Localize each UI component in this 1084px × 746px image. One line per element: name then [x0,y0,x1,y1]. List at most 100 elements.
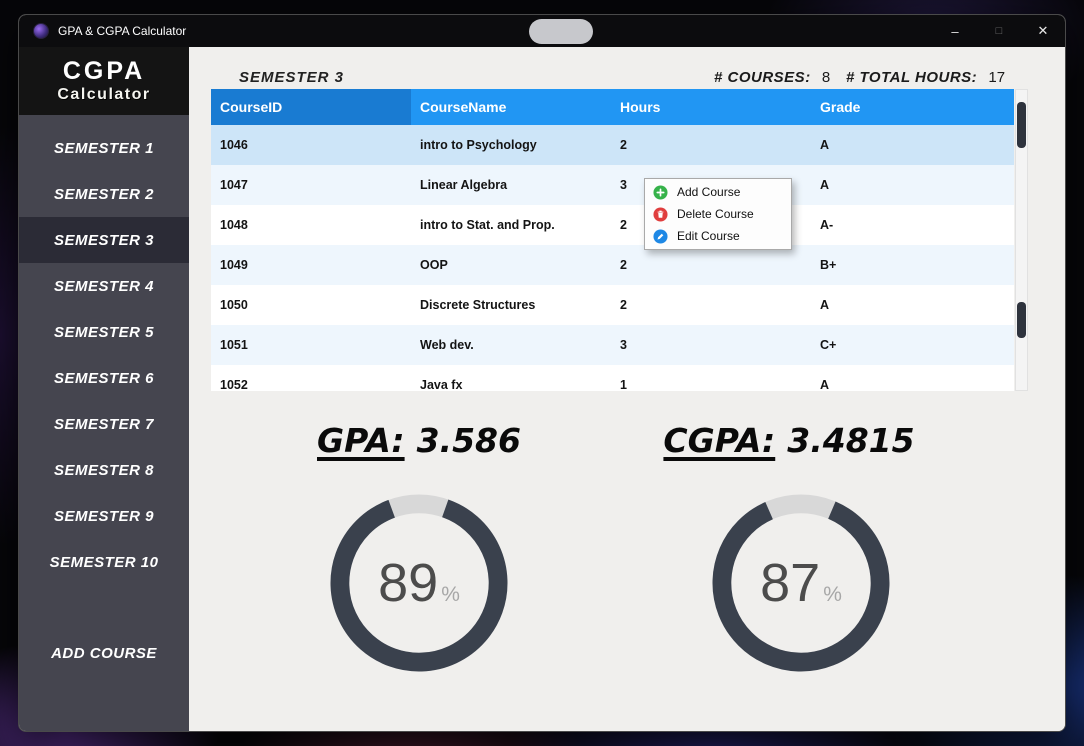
cgpa-percent-number: 87 [760,553,821,613]
table-row[interactable]: 1048 intro to Stat. and Prop. 2 A- [211,205,1014,245]
table-row[interactable]: 1046 intro to Psychology 2 A [211,125,1014,165]
context-menu-item-delete-course[interactable]: Delete Course [646,203,790,225]
total-hours-count: # TOTAL HOURS: 17 [846,69,1005,86]
cgpa-label: CGPA: [663,420,776,460]
window-controls: – □ ✕ [933,15,1065,47]
table-cell: 1049 [220,258,248,272]
table-cell: 2 [620,298,627,312]
table-body: 1046 intro to Psychology 2 A 1047 Linear Alge… [211,125,1014,391]
app-icon [33,23,49,39]
column-header-grade[interactable]: Grade [811,89,1014,125]
gpa-percent: 89% [330,494,508,672]
sidebar-item-semester-6[interactable]: SEMESTER 6 [53,369,155,387]
table-cell: 1046 [220,138,248,152]
total-hours-value: 17 [988,69,1006,86]
close-button[interactable]: ✕ [1037,23,1049,38]
column-header-courseid[interactable]: CourseID [211,89,411,125]
table-header-row: CourseID CourseName Hours Grade [211,89,1014,125]
table-cell: intro to Stat. and Prop. [420,218,555,232]
table-cell: Java fx [420,378,463,391]
table-cell: 1 [620,378,627,391]
context-menu-item-add-course[interactable]: Add Course [646,181,790,203]
table-cell: 1050 [220,298,248,312]
table-cell: 1047 [220,178,248,192]
courses-count: # COURSES: 8 [714,69,830,86]
table-row[interactable]: 1050 Discrete Structures 2 A [211,285,1014,325]
sidebar-item-add-course[interactable]: ADD COURSE [51,644,157,662]
table-cell: A [820,378,830,391]
sidebar-item-semester-1[interactable]: SEMESTER 1 [53,139,155,157]
table-cell: A- [820,218,834,232]
gpa-value: 3.586 [416,420,521,460]
gpa-result: GPA: 3.586 [249,415,589,465]
table-cell: 3 [620,178,627,192]
column-header-coursename[interactable]: CourseName [411,89,611,125]
context-menu-item-label: Edit Course [677,229,740,243]
table-cell: 2 [620,258,627,272]
semester-title: SEMESTER 3 [239,69,345,86]
table-cell: A [820,138,830,152]
context-menu-item-label: Add Course [677,185,741,199]
sidebar-item-semester-5[interactable]: SEMESTER 5 [53,323,155,341]
courses-table: CourseID CourseName Hours Grade 1046 intr… [211,89,1014,391]
sidebar-nav: SEMESTER 1 SEMESTER 2 SEMESTER 3 SEMESTER 4… [19,115,189,585]
table-scrollbar[interactable] [1015,89,1028,391]
sidebar-item-semester-10[interactable]: SEMESTER 10 [49,553,159,571]
table-cell: A [820,298,830,312]
table-cell: 3 [620,338,627,352]
table-cell: C+ [820,338,837,352]
gpa-label: GPA: [317,420,405,460]
courses-count-value: 8 [821,69,831,86]
gpa-percent-sign: % [441,583,460,606]
cgpa-donut-svg [712,494,890,672]
table-cell: 1048 [220,218,248,232]
gpa-donut-chart: 89% [330,494,508,672]
scrollbar-thumb[interactable] [1017,102,1026,148]
table-row[interactable]: 1049 OOP 2 B+ [211,245,1014,285]
table-row[interactable]: 1052 Java fx 1 A [211,365,1014,391]
cgpa-donut-chart: 87% [712,494,890,672]
table-cell: 1051 [220,338,248,352]
table-cell: A [820,178,830,192]
delete-icon [653,206,668,222]
sidebar-item-semester-7[interactable]: SEMESTER 7 [53,415,155,433]
cgpa-percent-sign: % [823,583,842,606]
app-window: GPA & CGPA Calculator – □ ✕ CGPA Calcula… [18,14,1066,732]
table-cell: Linear Algebra [420,178,508,192]
context-menu: Add Course Delete Course Edit Course [644,178,792,250]
table-cell: intro to Psychology [420,138,537,152]
table-cell: 2 [620,138,627,152]
scrollbar-thumb-lower[interactable] [1017,302,1026,338]
table-cell: Web dev. [420,338,474,352]
sidebar-item-semester-3[interactable]: SEMESTER 3 [19,217,189,263]
edit-icon [653,228,668,244]
cgpa-percent: 87% [712,494,890,672]
main-content: SEMESTER 3 # COURSES: 8 # TOTAL HOURS: 1… [189,47,1065,731]
table-row[interactable]: 1051 Web dev. 3 C+ [211,325,1014,365]
context-menu-item-label: Delete Course [677,207,754,221]
maximize-button[interactable]: □ [995,25,1003,37]
courses-count-label: # COURSES: [714,69,811,86]
table-cell: 2 [620,218,627,232]
context-menu-item-edit-course[interactable]: Edit Course [646,225,790,247]
sidebar: CGPA Calculator SEMESTER 1 SEMESTER 2 SEME… [19,47,189,731]
sidebar-item-semester-8[interactable]: SEMESTER 8 [53,461,155,479]
table-cell: 1052 [220,378,248,391]
table-cell: Discrete Structures [420,298,536,312]
table-row[interactable]: 1047 Linear Algebra 3 A [211,165,1014,205]
sidebar-item-semester-9[interactable]: SEMESTER 9 [53,507,155,525]
total-hours-label: # TOTAL HOURS: [846,69,978,86]
sidebar-item-semester-4[interactable]: SEMESTER 4 [53,277,155,295]
gpa-percent-number: 89 [378,553,439,613]
window-title: GPA & CGPA Calculator [58,24,187,38]
logo-line1: CGPA [62,57,146,86]
sidebar-item-semester-2[interactable]: SEMESTER 2 [53,185,155,203]
gpa-donut-svg [330,494,508,672]
cgpa-value: 3.4815 [787,420,915,460]
column-header-hours[interactable]: Hours [611,89,811,125]
cgpa-result: CGPA: 3.4815 [619,415,959,465]
minimize-button[interactable]: – [951,23,959,39]
table-cell: OOP [420,258,448,272]
add-icon [653,184,668,200]
